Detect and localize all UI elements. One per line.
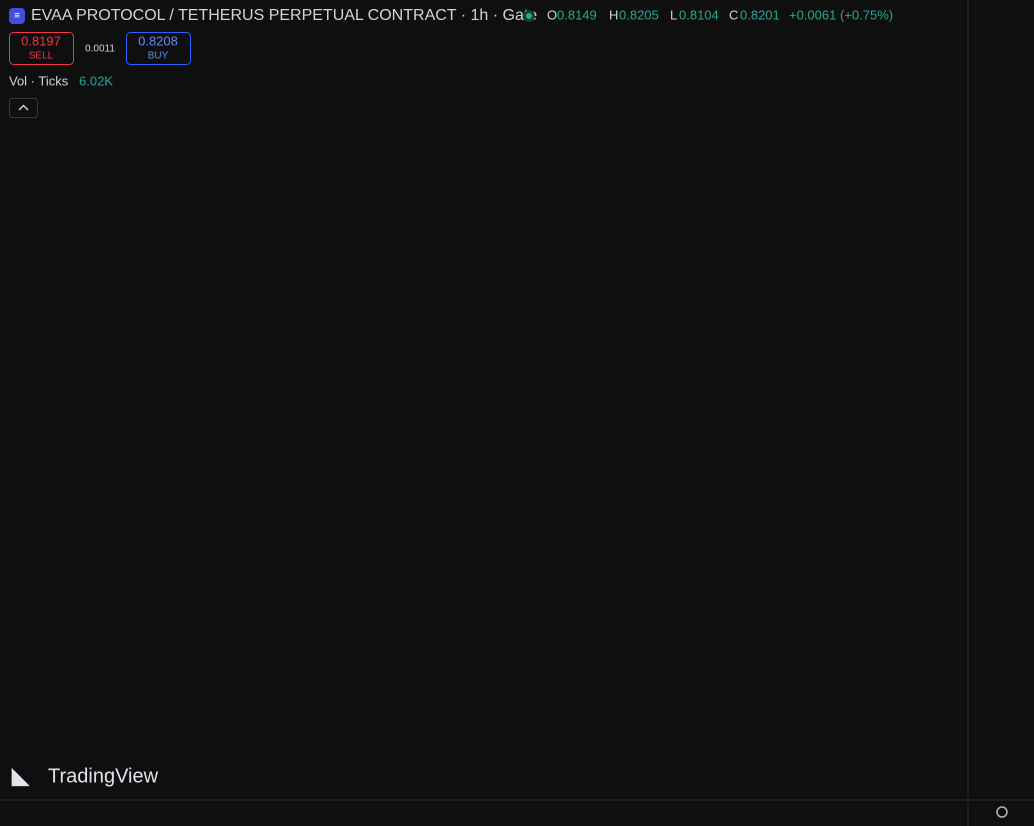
brand-logo: ◣ [11,763,30,788]
collapse-icon[interactable] [18,104,29,111]
sell-button[interactable] [9,32,74,65]
symbol-icon-glyph: ≡ [14,11,20,22]
brand-name: TradingView [48,765,159,787]
settings-button[interactable] [996,806,1008,818]
sell-price[interactable]: 0.8197 [21,33,61,48]
volume-title: Vol · Ticks [9,73,69,88]
market-status-dot [526,13,532,19]
o-label: O [547,7,557,22]
h-value: 0.8205 [619,7,659,22]
sell-label[interactable]: SELL [29,51,54,62]
c-value: 0.8201 [740,7,780,22]
buy-button[interactable] [126,32,191,65]
symbol-title: EVAA PROTOCOL / TETHERUS PERPETUAL CONTR… [31,7,537,24]
volume-value: 6.02K [79,73,113,88]
l-value: 0.8104 [679,7,719,22]
l-label: L [670,7,677,22]
buy-label[interactable]: BUY [148,51,169,62]
spread: 0.0011 [85,44,115,55]
h-label: H [609,7,618,22]
collapse-button[interactable] [9,98,38,118]
c-label: C [729,7,738,22]
o-value: 0.8149 [557,7,597,22]
buy-price[interactable]: 0.8208 [138,33,178,48]
symbol-icon [9,8,25,24]
change: +0.0061 (+0.75%) [789,7,893,22]
